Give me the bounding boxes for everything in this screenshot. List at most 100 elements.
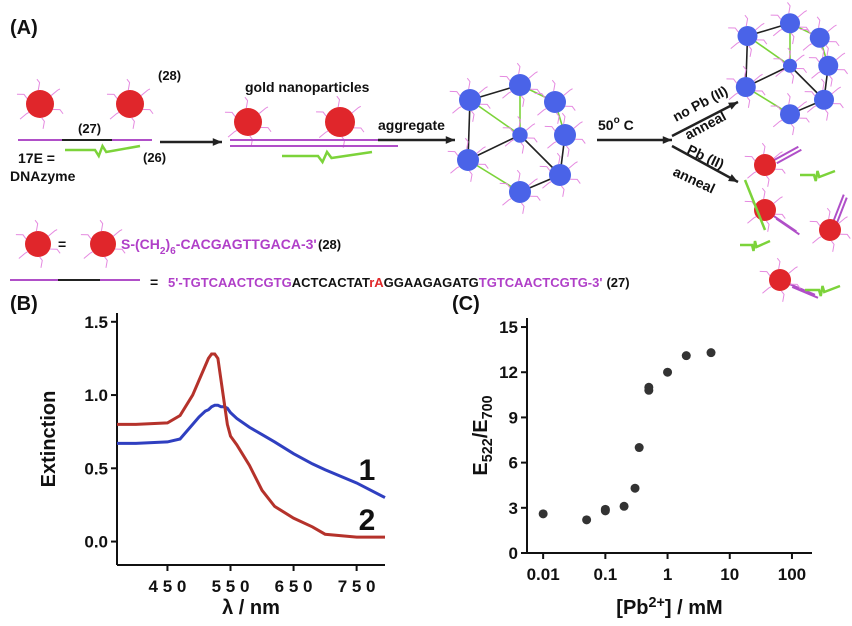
nanoparticle	[780, 104, 800, 124]
strand	[574, 122, 583, 129]
ref-label: (27)	[78, 121, 101, 136]
x-tick-label: 10	[720, 565, 739, 584]
strand	[773, 29, 782, 36]
y-tick-label: 1.5	[84, 313, 108, 332]
nanoparticle	[736, 77, 756, 97]
equals: =	[58, 236, 66, 252]
enzyme-label: 17E =	[18, 150, 55, 166]
strand	[729, 93, 738, 100]
point	[635, 443, 644, 452]
strand	[829, 76, 832, 87]
schematic	[10, 2, 850, 301]
nanoparticle	[116, 90, 144, 118]
strand	[261, 127, 271, 131]
point	[539, 509, 548, 518]
ref-label: (27)	[606, 275, 629, 290]
strand	[839, 217, 848, 224]
strand	[48, 230, 57, 237]
x-axis-label: λ / nm	[222, 597, 280, 619]
strand	[245, 97, 248, 108]
point	[582, 515, 591, 524]
sequence: S-(CH2)6-CACGAGTTGACA-3'	[121, 236, 317, 257]
strand	[796, 68, 806, 72]
ref-label: (28)	[158, 68, 181, 83]
sequence-part: rA	[369, 275, 384, 290]
strand	[529, 72, 538, 79]
strand	[545, 126, 555, 130]
strand	[521, 143, 524, 154]
strand	[832, 87, 841, 94]
strand	[771, 15, 781, 19]
strand	[775, 169, 785, 173]
strand	[773, 120, 782, 127]
strand	[827, 208, 830, 219]
strand	[791, 73, 794, 84]
strand	[561, 186, 564, 197]
dnazyme	[740, 241, 770, 251]
point	[707, 348, 716, 357]
strand	[728, 28, 738, 32]
nanoparticle	[90, 231, 116, 257]
strand	[565, 106, 575, 110]
strand	[776, 219, 799, 235]
x-tick-label: 0.01	[527, 565, 560, 584]
strand	[42, 118, 45, 129]
nanoparticle	[549, 164, 571, 186]
nanoparticle	[810, 28, 830, 48]
strand	[110, 112, 119, 119]
step-label: 50o C	[598, 115, 634, 133]
y-tick-label: 6	[509, 454, 518, 473]
strand	[352, 106, 361, 113]
sequence: 5'-TGTCAACTCGTGACTCACTATrAGGAAGAGATGTGTC…	[168, 275, 602, 290]
strand	[747, 97, 750, 108]
strand	[521, 96, 524, 107]
strand	[107, 94, 117, 98]
strand	[450, 91, 460, 95]
strand	[51, 89, 60, 96]
strand	[552, 80, 555, 91]
strand	[17, 94, 27, 98]
strand	[540, 166, 550, 170]
equals: =	[150, 274, 158, 290]
strand	[547, 142, 556, 149]
strand	[745, 15, 748, 26]
strand	[812, 237, 821, 244]
nanoparticle	[818, 56, 838, 76]
x-tick-label: 1	[663, 565, 672, 584]
strand	[747, 217, 756, 224]
strand	[562, 113, 565, 124]
strand	[570, 179, 580, 183]
strand	[829, 42, 839, 46]
strand	[766, 221, 769, 232]
strand	[837, 70, 847, 74]
y-tick-label: 0	[509, 544, 518, 563]
dnazyme	[282, 152, 372, 162]
nanoparticle	[544, 91, 566, 113]
strand	[127, 79, 130, 90]
nanoparticle	[509, 74, 531, 96]
strand	[502, 92, 511, 99]
point	[601, 505, 610, 514]
nanoparticle	[819, 219, 841, 241]
y-tick-label: 3	[509, 499, 518, 518]
strand	[799, 118, 809, 122]
x-tick-label: 4 5 0	[149, 577, 187, 596]
strand	[826, 45, 829, 56]
strand	[143, 109, 153, 113]
y-tick-label: 12	[499, 363, 518, 382]
nanoparticle	[738, 26, 758, 46]
nanoparticle	[783, 59, 797, 73]
strand	[828, 25, 837, 32]
step-label: aggregate	[378, 117, 445, 133]
strand	[471, 111, 474, 122]
x-axis-label: [Pb2+] / mM	[616, 595, 722, 619]
panel-label: (B)	[10, 293, 38, 315]
strand	[774, 197, 783, 204]
strand	[19, 252, 28, 259]
strand	[37, 79, 40, 90]
strand	[259, 107, 268, 114]
y-tick-label: 0.0	[84, 533, 108, 552]
strand	[530, 196, 540, 200]
strand	[787, 93, 790, 104]
strand	[502, 199, 511, 206]
